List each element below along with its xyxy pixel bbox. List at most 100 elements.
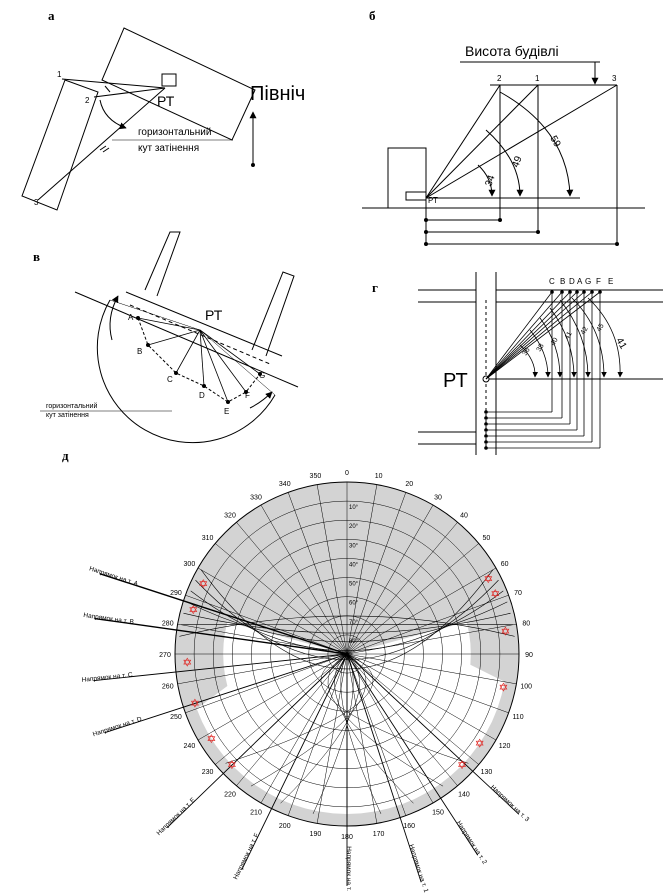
point-D-g: D: [569, 277, 575, 286]
sun-path-arc: [186, 601, 508, 643]
window-b: [405, 191, 427, 201]
azimuth-label: 290: [170, 590, 182, 597]
direction-label: Напрямок на т. А: [88, 565, 139, 588]
azimuth-spoke: [260, 504, 348, 655]
direction-label: Напрямок на т. 3: [489, 784, 531, 824]
azimuth-label: 350: [310, 473, 322, 480]
azimuth-label: 80: [522, 620, 530, 627]
building-outline-a1: [21, 79, 99, 211]
azimuth-label: 310: [202, 535, 214, 542]
angle-g-3: 40: [550, 337, 560, 347]
dim-b-dot: [498, 218, 502, 222]
hour-line: [225, 653, 374, 764]
point-G-v: G: [259, 371, 265, 380]
azimuth-label: 210: [250, 810, 262, 817]
dim-b-dot: [424, 242, 428, 246]
hour-line: [250, 653, 367, 787]
direction-line: [104, 653, 348, 734]
point-C-v: C: [167, 375, 173, 384]
panel-b: б Висота будівлі 34 49 59: [362, 8, 645, 246]
azimuth-spoke: [346, 653, 407, 816]
dim-b-dot: [424, 230, 428, 234]
point-B-v: B: [137, 347, 142, 356]
direction-label: Напрямок на т. 2: [455, 820, 488, 866]
point-F-g: F: [596, 277, 601, 286]
marker-star-icon: ✡: [198, 577, 208, 591]
wall-line-v1: [74, 291, 299, 388]
azimuth-label: 300: [184, 561, 196, 568]
angle-arc-a: [99, 99, 127, 130]
tick-a2: [99, 145, 107, 151]
sight-b-3: [425, 84, 618, 199]
sight-b-2: [425, 84, 501, 199]
azimuth-spoke: [346, 504, 434, 655]
azimuth-label: 60: [501, 561, 509, 568]
direction-line: [99, 572, 348, 655]
hour-line: [312, 653, 354, 814]
panel-d-label: д: [62, 448, 69, 463]
angle-g-1: 36: [522, 347, 532, 357]
wing-right-v: [251, 271, 295, 357]
tick-a3: [102, 147, 110, 153]
sight-line-2: [93, 87, 166, 98]
angle-b-34: 34: [483, 173, 497, 188]
direction-line: [166, 653, 348, 828]
direction-line: [94, 617, 348, 655]
azimuth-spoke: [346, 567, 497, 655]
azimuth-label: 340: [279, 481, 291, 488]
azimuth-label: 260: [162, 684, 174, 691]
altitude-label: 10°: [349, 505, 359, 511]
direction-label: Напрямок на т. C: [81, 672, 133, 684]
marker-star-icon: ✡: [188, 603, 198, 617]
azimuth-spoke: [346, 484, 378, 655]
azimuth-spoke: [346, 653, 517, 685]
point-G-g: G: [585, 277, 591, 286]
azimuth-label: 220: [224, 791, 236, 798]
azimuth-spoke: [346, 492, 407, 655]
hour-line: [334, 653, 414, 804]
azimuth-spoke: [346, 653, 378, 824]
azimuth-label: 90: [525, 652, 533, 659]
azimuth-label: 20: [405, 481, 413, 488]
angle-g-2: 38: [536, 343, 546, 353]
pt-label-g: РТ: [443, 370, 468, 392]
panel-v: в A B: [33, 231, 299, 444]
azimuth-spoke: [197, 567, 348, 655]
angle-g-4: 41: [564, 331, 574, 341]
direction-line: [346, 653, 479, 856]
wing-left-v: [144, 231, 181, 297]
azimuth-label: 170: [373, 831, 385, 838]
azimuth-label: 50: [483, 535, 491, 542]
direction-label: Напрямок на т. F: [232, 832, 260, 880]
dim-b-dot: [615, 242, 619, 246]
wall-dashed-v: [129, 304, 271, 365]
azimuth-label: 240: [184, 743, 196, 750]
azimuth-spoke: [346, 653, 497, 741]
azimuth-label: 0: [345, 470, 349, 477]
azimuth-label: 280: [162, 620, 174, 627]
azimuth-spoke: [346, 543, 479, 655]
point-3-b: 3: [612, 74, 617, 83]
sight-line-3: [37, 87, 166, 201]
caption-v-line2: кут затінення: [46, 411, 89, 419]
marker-star-icon: ✡: [475, 736, 485, 750]
azimuth-label: 120: [499, 743, 511, 750]
wall-line-v2: [125, 291, 283, 357]
point-A-g: A: [577, 277, 583, 286]
hour-line: [280, 653, 360, 804]
azimuth-label: 40: [460, 513, 468, 520]
direction-line: [93, 653, 348, 682]
hour-line: [327, 653, 444, 787]
point-E-v: E: [224, 407, 229, 416]
azimuth-spoke: [346, 653, 434, 804]
direction-line: [241, 653, 348, 870]
panel-g: г РТ: [372, 272, 663, 455]
point-D-v: D: [199, 391, 205, 400]
altitude-label: 30°: [349, 543, 359, 549]
point-3-a: 3: [34, 198, 39, 207]
altitude-label: 70°: [349, 620, 359, 626]
azimuth-spoke: [177, 653, 348, 685]
dim-b-dot: [536, 230, 540, 234]
marker-star-icon: ✡: [483, 572, 493, 586]
